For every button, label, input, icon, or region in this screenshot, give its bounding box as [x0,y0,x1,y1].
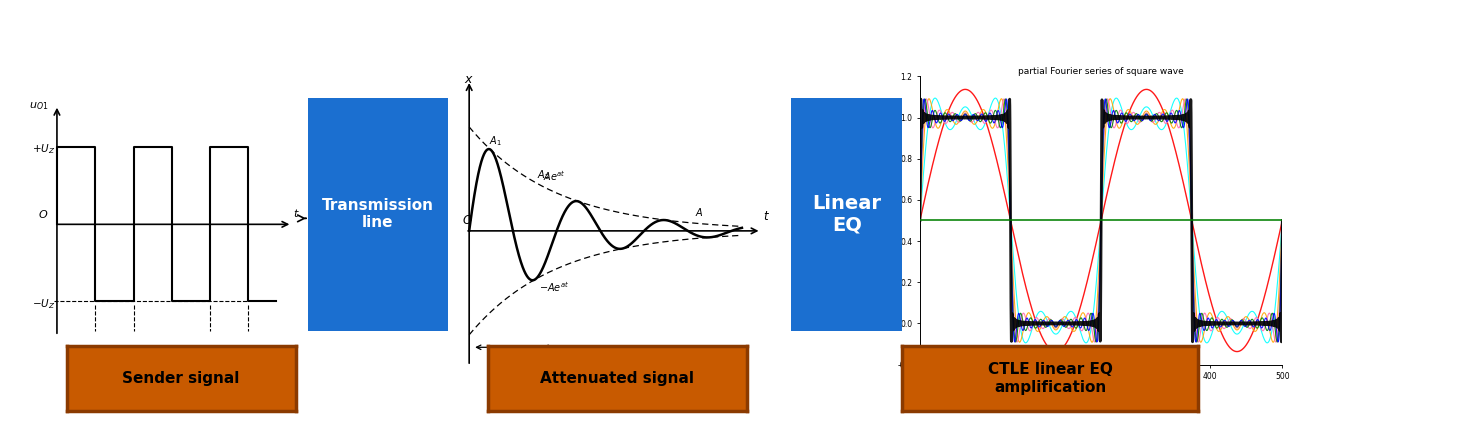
Text: $O$: $O$ [461,214,473,226]
Text: Linear
EQ: Linear EQ [812,194,881,234]
Text: $Ae^{at}$: $Ae^{at}$ [543,170,566,184]
Text: $\longleftarrow T_d \longrightarrow$: $\longleftarrow T_d \longrightarrow$ [491,354,534,366]
Text: $-Ae^{at}$: $-Ae^{at}$ [540,280,569,294]
Text: CTLE linear EQ
amplification: CTLE linear EQ amplification [988,362,1112,395]
Text: Sender signal: Sender signal [123,371,240,386]
Text: $A$: $A$ [695,206,704,218]
Text: $O$: $O$ [38,208,49,220]
Text: Attenuated signal: Attenuated signal [540,371,695,386]
Text: $u_{O1}$: $u_{O1}$ [30,100,49,112]
Text: $x$: $x$ [464,73,475,86]
Text: $+U_Z$: $+U_Z$ [33,142,56,156]
Text: $A_2$: $A_2$ [537,168,549,182]
Text: $t$: $t$ [763,210,771,223]
Text: $A_1$: $A_1$ [490,134,501,148]
Title: partial Fourier series of square wave: partial Fourier series of square wave [1018,67,1185,75]
Text: $-U_Z$: $-U_Z$ [33,298,56,311]
Text: $t$: $t$ [293,206,300,219]
Text: Transmission
line: Transmission line [322,198,433,230]
